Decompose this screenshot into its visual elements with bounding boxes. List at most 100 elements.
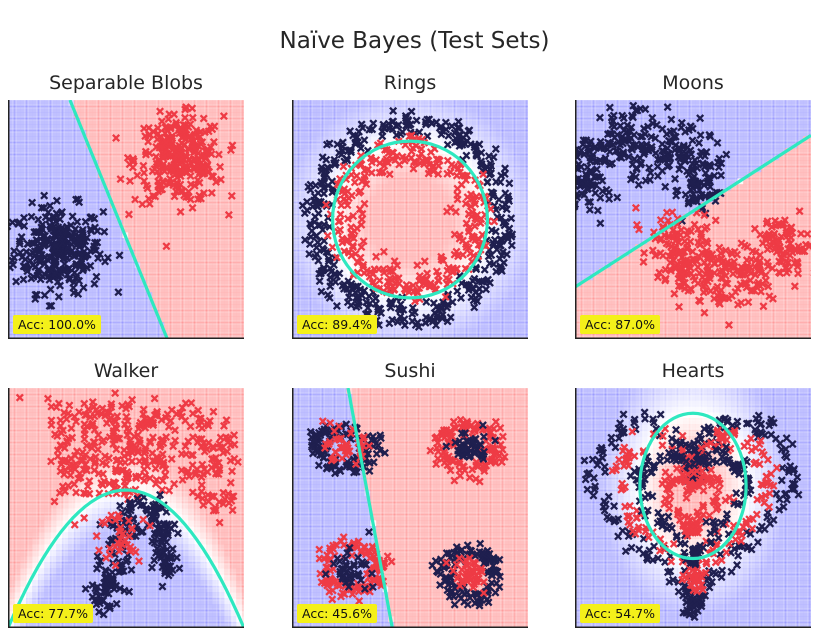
x-marker xyxy=(310,218,319,227)
x-marker xyxy=(331,469,340,478)
x-marker xyxy=(775,505,784,514)
x-marker xyxy=(343,156,352,165)
x-marker xyxy=(305,240,314,249)
x-marker xyxy=(351,460,360,469)
x-marker xyxy=(502,205,511,214)
x-marker xyxy=(230,440,239,449)
data-points xyxy=(15,389,242,619)
x-marker xyxy=(662,130,671,139)
x-marker xyxy=(696,131,705,140)
panel-title: Walker xyxy=(93,360,159,382)
x-marker xyxy=(651,251,660,260)
x-marker xyxy=(485,278,494,287)
x-marker xyxy=(698,466,707,475)
x-marker xyxy=(685,462,694,471)
x-marker xyxy=(705,583,714,592)
x-marker xyxy=(428,162,437,171)
x-marker xyxy=(197,481,206,490)
x-marker xyxy=(338,142,347,151)
x-marker xyxy=(605,147,614,156)
x-marker xyxy=(184,193,193,202)
x-marker xyxy=(442,558,451,567)
x-marker xyxy=(648,246,657,255)
x-marker xyxy=(169,144,178,153)
x-marker xyxy=(790,479,799,488)
x-marker xyxy=(120,586,129,595)
decision-boundary xyxy=(638,411,748,561)
x-marker xyxy=(583,485,592,494)
x-marker xyxy=(615,455,624,464)
x-marker xyxy=(806,240,811,249)
x-marker xyxy=(696,114,705,123)
x-marker xyxy=(653,155,662,164)
x-marker xyxy=(442,303,451,312)
x-marker xyxy=(752,510,761,519)
x-marker xyxy=(134,557,144,566)
x-marker xyxy=(610,502,619,511)
x-marker xyxy=(66,454,75,463)
x-marker xyxy=(375,276,384,285)
x-marker xyxy=(664,216,673,225)
x-marker xyxy=(484,598,493,607)
x-marker xyxy=(392,151,401,160)
x-marker xyxy=(729,269,738,278)
x-marker xyxy=(443,156,452,165)
x-marker xyxy=(156,107,165,116)
x-marker xyxy=(92,272,101,281)
x-marker xyxy=(737,298,746,307)
x-marker xyxy=(706,287,715,296)
x-marker xyxy=(479,432,488,441)
x-marker xyxy=(347,551,356,560)
x-marker xyxy=(162,242,171,251)
x-marker xyxy=(593,206,602,215)
x-marker xyxy=(337,537,346,546)
x-marker xyxy=(12,277,21,286)
x-marker xyxy=(37,228,46,237)
x-marker xyxy=(611,146,620,155)
x-marker xyxy=(170,192,179,201)
x-marker xyxy=(667,478,676,487)
x-marker xyxy=(8,222,12,231)
x-marker xyxy=(746,276,755,285)
x-marker xyxy=(453,287,462,296)
x-marker xyxy=(354,188,363,197)
x-marker xyxy=(97,437,106,446)
x-marker xyxy=(344,582,353,591)
x-marker xyxy=(641,130,650,139)
x-marker xyxy=(75,407,84,416)
x-marker xyxy=(84,405,93,414)
x-marker xyxy=(56,422,65,431)
x-marker xyxy=(677,118,686,127)
x-marker xyxy=(345,146,354,155)
x-marker xyxy=(452,247,461,256)
x-marker xyxy=(787,223,796,232)
x-marker xyxy=(209,137,218,147)
x-marker xyxy=(32,290,41,299)
x-marker xyxy=(639,124,648,133)
x-marker xyxy=(109,521,118,530)
x-marker xyxy=(459,462,468,471)
x-marker xyxy=(733,561,742,570)
x-marker xyxy=(328,243,337,252)
x-marker xyxy=(619,410,628,419)
data-points xyxy=(8,103,237,327)
x-marker xyxy=(465,473,474,482)
x-marker xyxy=(81,237,90,246)
x-marker xyxy=(168,544,177,553)
x-marker xyxy=(753,495,762,504)
x-marker xyxy=(160,521,169,530)
x-marker xyxy=(326,264,335,273)
x-marker xyxy=(192,465,202,474)
x-marker xyxy=(471,294,480,303)
x-marker xyxy=(597,445,607,454)
x-marker xyxy=(412,141,421,150)
x-marker xyxy=(179,120,188,129)
x-marker xyxy=(332,435,341,444)
x-marker xyxy=(756,436,765,445)
x-marker xyxy=(682,493,691,503)
x-marker xyxy=(482,162,491,171)
x-marker xyxy=(592,165,601,174)
x-marker xyxy=(360,199,369,208)
x-marker xyxy=(679,521,688,530)
x-marker xyxy=(782,434,791,443)
